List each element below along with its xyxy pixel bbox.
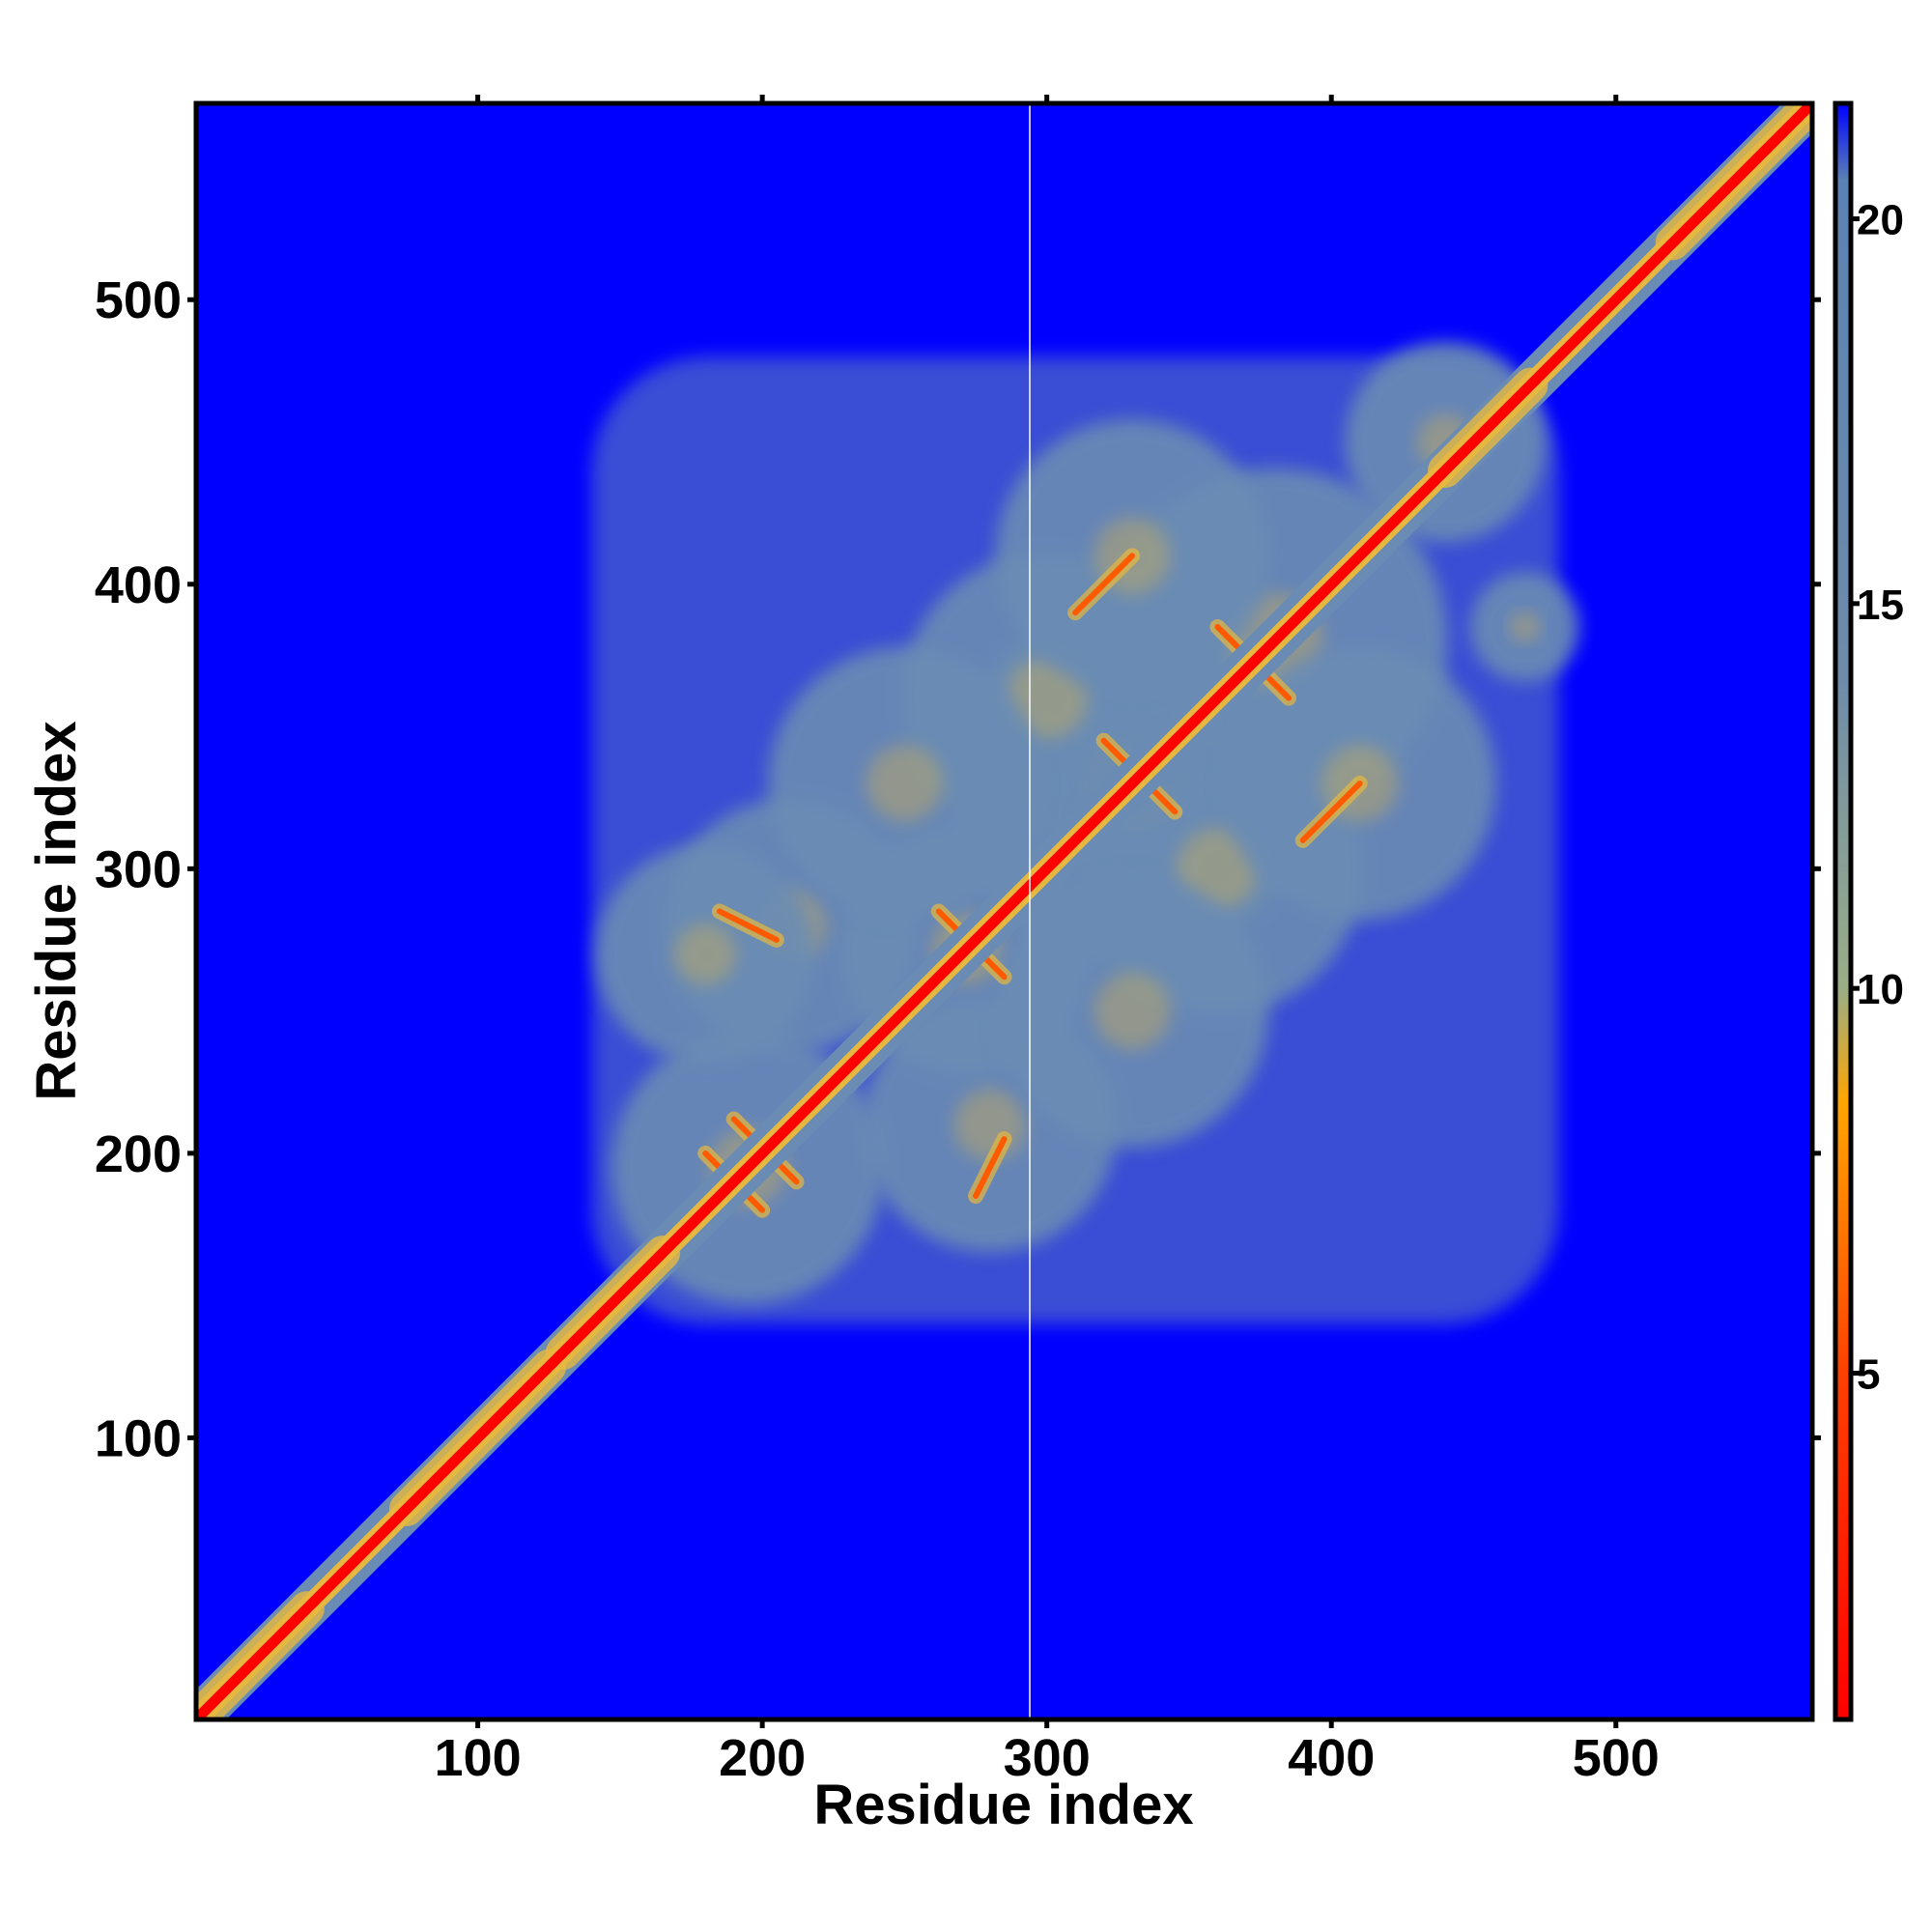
contact-cluster-core (953, 1089, 1026, 1161)
y-axis-ticks: 100 200 300 400 500 (95, 271, 1821, 1467)
heatmap-plot-area (196, 103, 1812, 1719)
plot-frame (193, 100, 1815, 1722)
colorbar-gradient (1833, 100, 1854, 1722)
sheet-contact (973, 1136, 1008, 1200)
contact-cluster-core (1006, 657, 1089, 740)
x-axis-ticks: 100 200 300 400 500 (435, 95, 1660, 1787)
contact-cluster-core (1094, 972, 1171, 1050)
y-tick-label: 100 (95, 1409, 182, 1467)
y-tick-label: 500 (95, 271, 182, 329)
x-tick-label: 400 (1288, 1729, 1375, 1787)
y-tick-label: 300 (95, 840, 182, 898)
contact-cluster-core (866, 745, 944, 822)
sheet-contact (1072, 553, 1136, 616)
colorbar-tick-label: 10 (1857, 966, 1904, 1013)
colorbar: 5 10 15 20 (1833, 100, 1904, 1722)
x-tick-label: 500 (1573, 1729, 1660, 1787)
colorbar-tick-label: 20 (1857, 197, 1904, 244)
y-tick-label: 400 (95, 556, 182, 614)
contact-cluster-core (674, 923, 737, 985)
x-axis-title: Residue index (813, 1774, 1193, 1836)
contact-cluster-core (1509, 611, 1541, 642)
contact-cluster-core (1176, 827, 1259, 910)
diagonal-contacts (196, 103, 1812, 1719)
sheet-contact (716, 908, 780, 943)
y-tick-label: 200 (95, 1125, 182, 1183)
colorbar-tick-label: 15 (1857, 582, 1904, 629)
colorbar-tick-label: 5 (1857, 1351, 1880, 1399)
x-tick-label: 200 (719, 1729, 806, 1787)
x-tick-label: 100 (435, 1729, 522, 1787)
diagonal-line (196, 103, 1812, 1719)
x-tick-label: 300 (1004, 1729, 1091, 1787)
colorbar-ticks: 5 10 15 20 (1851, 197, 1904, 1399)
y-axis-title: Residue index (25, 721, 88, 1100)
sheet-contact (1299, 780, 1363, 843)
